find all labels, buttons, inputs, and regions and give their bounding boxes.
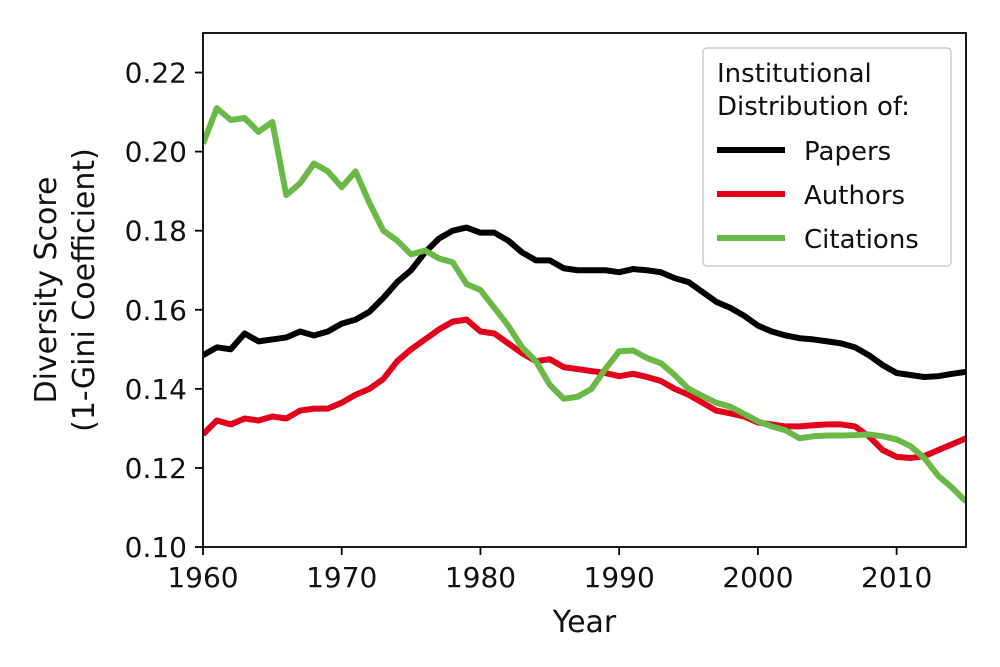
series-line-authors xyxy=(203,316,966,462)
x-tick-label: 1960 xyxy=(167,561,238,594)
ticks-layer: 1960 1970 1980 1990 2000 2010 0.10 0.12 0.14 0.16… xyxy=(125,57,933,594)
x-tick-label: 1990 xyxy=(584,561,655,594)
y-tick-label: 0.10 xyxy=(125,531,187,564)
series-line-citations xyxy=(203,105,966,504)
y-axis-title-line2: (1-Gini Coefficient) xyxy=(67,148,102,432)
legend-label-authors: Authors xyxy=(804,181,905,211)
y-tick-label: 0.20 xyxy=(125,136,187,169)
y-tick-label: 0.14 xyxy=(125,373,187,406)
series-layer xyxy=(203,105,966,504)
legend: Institutional Distribution of: Papers Aut… xyxy=(702,47,952,267)
legend-title-line2: Distribution of: xyxy=(717,92,910,122)
y-tick-label: 0.18 xyxy=(125,215,187,248)
plot-frame xyxy=(202,32,967,548)
series-line-papers xyxy=(203,224,966,380)
y-axis-title-line1: Diversity Score xyxy=(29,176,64,403)
y-tick-label: 0.22 xyxy=(125,57,187,90)
x-tick-label: 2010 xyxy=(861,561,932,594)
x-tick-label: 2000 xyxy=(722,561,793,594)
x-tick-label: 1980 xyxy=(445,561,516,594)
y-tick-label: 0.12 xyxy=(125,452,187,485)
legend-label-papers: Papers xyxy=(804,137,891,167)
legend-box xyxy=(702,47,952,267)
y-axis-title: Diversity Score (1-Gini Coefficient) xyxy=(29,148,102,432)
x-tick-label: 1970 xyxy=(306,561,377,594)
y-tick-label: 0.16 xyxy=(125,294,187,327)
legend-title-line1: Institutional xyxy=(717,59,872,89)
legend-label-citations: Citations xyxy=(804,225,919,255)
legend-entries: Papers Authors Citations xyxy=(717,137,919,255)
x-axis-title: Year xyxy=(552,605,617,640)
